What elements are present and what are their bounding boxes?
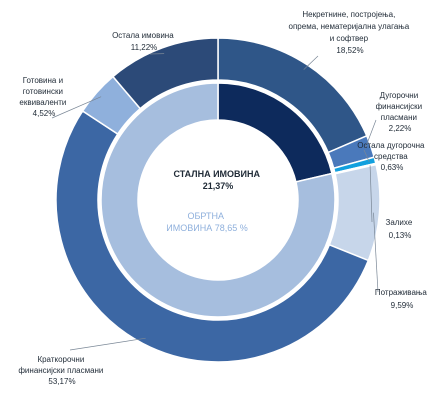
- label-other-long-term-assets: Остала дугорочна средства 0,63%: [357, 141, 426, 172]
- label-current-property: ОБРТНА ИМОВИНА 78,65 %: [166, 211, 247, 233]
- label-receivables: Потраживања 9,59%: [375, 288, 429, 310]
- leader-line-5: [69, 337, 146, 351]
- leader-line-2: [363, 149, 370, 162]
- outer-slice-7: [111, 37, 219, 110]
- outer-ring: [55, 37, 381, 363]
- label-long-term-investments: Дугорочни финансијски пласмани 2,22%: [376, 91, 425, 133]
- label-inventories: Залихе 0,13%: [385, 218, 414, 240]
- leader-line-3: [369, 165, 373, 223]
- leader-line-1: [364, 119, 377, 149]
- label-fixed-assets: Некретнине, постројења, опрема, нематери…: [289, 10, 412, 55]
- outer-slice-4: [328, 163, 381, 262]
- leader-line-4: [373, 212, 379, 293]
- outer-slice-5: [55, 109, 370, 363]
- label-fixed-property: СТАЛНА ИМОВИНА 21,37%: [173, 169, 262, 191]
- outer-labels: Некретнине, постројења, опрема, нематери…: [18, 10, 429, 386]
- label-other-assets: Остала имовина 11,22%: [112, 31, 176, 52]
- leader-line-0: [303, 55, 319, 70]
- inner-ring: [100, 82, 336, 318]
- inner-slice-1: [100, 82, 336, 318]
- label-short-term-investments: Краткорочни финансијски пласмани 53,17%: [18, 355, 105, 386]
- label-cash: Готовина и готовински еквиваленти 4,52%: [19, 76, 68, 118]
- leader-line-6: [51, 96, 102, 119]
- leader-lines: [51, 53, 379, 351]
